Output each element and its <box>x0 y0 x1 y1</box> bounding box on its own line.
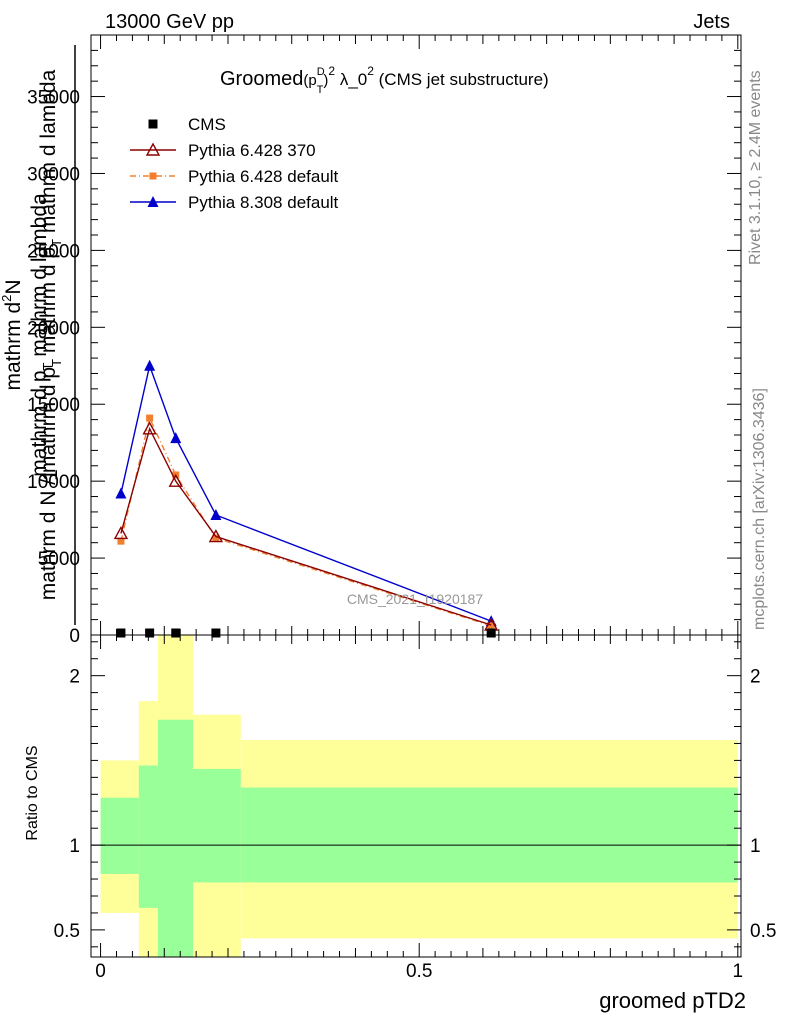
ratio-y-tick-label-right: 2 <box>750 667 761 688</box>
series-0-point <box>211 628 221 638</box>
title-sup-2: 2 <box>328 64 335 78</box>
series-3-point <box>144 359 156 371</box>
legend-entry-1: Pythia 6.428 370 <box>130 141 316 160</box>
series-line-2 <box>120 415 492 627</box>
ylabel-line1-end: N <box>2 279 25 294</box>
ratio-inner-band-2 <box>157 719 193 957</box>
series-0-point <box>145 628 155 638</box>
legend-entry-0: CMS <box>148 115 226 134</box>
x-tick-labels: 0 0.5 1 <box>95 961 743 982</box>
series-line-3 <box>120 363 492 622</box>
series-0 <box>116 628 496 638</box>
series-1-point <box>168 473 183 487</box>
ylabel-line2: mathrm d p <box>28 370 51 476</box>
legend-entry-3: Pythia 8.308 default <box>130 193 339 212</box>
series-2-point <box>487 622 495 630</box>
series-3 <box>115 359 497 627</box>
ylabel-numerator: mathrm d2N <box>0 279 25 390</box>
x-tick-label: 0.5 <box>406 961 432 982</box>
ratio-y-tick-labels: 0.5 0.5 1 1 2 2 <box>54 667 777 942</box>
main-y-tick-label: 15000 <box>27 395 80 416</box>
ratio-y-tick-label: 2 <box>69 667 80 688</box>
legend-entry-2: Pythia 6.428 default <box>130 167 339 186</box>
legend-marker <box>147 196 159 207</box>
series-1-point <box>142 421 157 435</box>
ylabel-denom2-end: mathrm d lambda <box>37 69 60 239</box>
legend-label: Pythia 6.428 370 <box>188 141 316 160</box>
ratio-y-tick-label: 1 <box>69 836 80 857</box>
main-y-axis-label: mathrm d2N mathrm d pT mathrm d lambda 1 <box>0 45 76 625</box>
ylabel-line1: mathrm d <box>2 302 25 391</box>
chart-title: Groomed(pD T)2 λ_02 (CMS jet substructure… <box>220 64 549 96</box>
ratio-inner-bands <box>100 719 738 957</box>
ratio-inner-band-3 <box>192 768 241 883</box>
rivet-label: Rivet 3.1.10, ≥ 2.4M events <box>747 70 764 265</box>
ylabel-line2-sub: T <box>40 362 55 370</box>
ratio-inner-band-1 <box>138 765 158 908</box>
title-lambda: λ_0 <box>335 70 367 89</box>
legend-label: Pythia 6.428 default <box>188 167 339 186</box>
ylabel-numerator-2: mathrm d pT mathrm d lambda <box>28 193 55 477</box>
x-axis-label: groomed pTD2 <box>599 988 746 1013</box>
series-1-point <box>113 525 129 540</box>
ratio-y-tick-label-right: 0.5 <box>750 921 776 942</box>
main-y-tick-labels: 0 5000 10000 15000 20000 25000 30000 35000 <box>27 88 80 647</box>
ylabel-denom1-sub: T <box>49 359 64 367</box>
ylabel-line1-sup: 2 <box>0 295 14 302</box>
ylabel-denom2-sub: T <box>49 239 64 247</box>
main-y-tick-label: 20000 <box>27 318 80 339</box>
series-3-point <box>210 509 222 520</box>
series-0-point <box>171 628 181 638</box>
legend-marker <box>149 172 157 180</box>
series-1 <box>113 421 499 631</box>
series-1-point <box>208 529 224 543</box>
ratio-y-tick-label: 0.5 <box>54 921 80 942</box>
main-y-tick-label: 25000 <box>27 241 80 262</box>
x-tick-label: 0 <box>95 961 106 982</box>
series-0-point <box>116 628 126 638</box>
main-y-tick-label: 35000 <box>27 88 80 109</box>
ratio-inner-band-4 <box>240 787 738 883</box>
title-suffix: (CMS jet substructure) <box>374 70 549 89</box>
ylabel-one: 1 <box>39 469 62 481</box>
main-y-tick-label: 30000 <box>27 164 80 185</box>
series-line-1 <box>120 426 492 626</box>
legend: CMS Pythia 6.428 370 Pythia 6.428 default P… <box>130 115 339 212</box>
ylabel-denominator: mathrm d N / mathrm d pT mathrm d pT mat… <box>37 69 64 600</box>
legend-marker <box>145 142 161 156</box>
series-3-point <box>170 432 182 444</box>
ylabel-denom1-end: mathrm d p <box>37 247 60 359</box>
title-sup-2b: 2 <box>367 64 374 78</box>
watermark: CMS_2021_I1920187 <box>347 591 483 607</box>
ratio-frame <box>90 634 742 958</box>
title-sub-t: T <box>317 84 324 96</box>
series-2-point <box>117 537 125 545</box>
legend-label: Pythia 8.308 default <box>188 193 339 212</box>
ylabel-line2-end: mathrm d lambda <box>28 193 51 363</box>
ylabel-denom1: mathrm d N / mathrm d p <box>37 367 60 600</box>
header-right: Jets <box>693 11 730 33</box>
series-2-point <box>146 414 154 422</box>
title-sup-d: D <box>317 66 325 78</box>
main-y-tick-label: 10000 <box>27 472 80 493</box>
title-p: (p <box>303 72 316 89</box>
legend-label: CMS <box>188 115 226 134</box>
main-y-axis-label-denominator: mathrm d N / mathrm d pT mathrm d pT mat… <box>37 69 64 600</box>
header-left: 13000 GeV pp <box>105 11 234 33</box>
ratio-y-tick-label-right: 1 <box>750 836 761 857</box>
ratio-inner-band-0 <box>100 797 139 874</box>
series-group <box>113 359 499 638</box>
series-0-point <box>486 628 496 638</box>
title-close: ) <box>323 72 328 89</box>
main-y-tick-label: 0 <box>69 626 80 647</box>
x-tick-label: 1 <box>733 961 744 982</box>
mcplots-label: mcplots.cern.ch [arXiv:1306.3436] <box>751 388 768 630</box>
main-y-tick-label: 5000 <box>38 549 80 570</box>
title-prefix: Groomed <box>220 68 303 90</box>
series-2-point <box>212 534 220 542</box>
ratio-y-axis-label: Ratio to CMS <box>24 745 41 840</box>
series-3-point <box>115 487 127 499</box>
legend-marker <box>148 119 158 129</box>
